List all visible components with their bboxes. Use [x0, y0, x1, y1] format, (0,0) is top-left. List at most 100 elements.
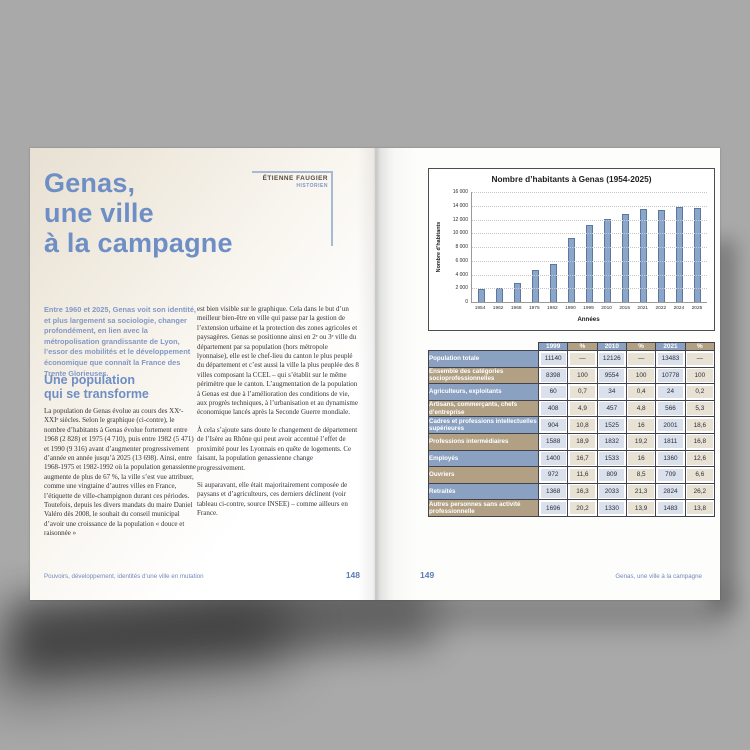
table-cell: 1400	[537, 449, 569, 468]
csp-table-body: Population totale 11140—12126—13483— Ensem…	[428, 350, 716, 517]
chart-bar	[549, 264, 557, 302]
paragraph: À cela s’ajoute sans doute le changement…	[197, 425, 358, 472]
table-cell-value: 0,2	[687, 385, 713, 399]
chart-x-tick-label: 1962	[492, 306, 504, 311]
table-cell-value: 18,9	[569, 435, 596, 449]
table-cell-value: 24	[657, 385, 684, 399]
table-cell: 2033	[596, 482, 627, 501]
table-cell-value: 1360	[657, 452, 684, 465]
chart-bar	[694, 207, 702, 302]
table-cell: 8398	[537, 366, 569, 385]
table-cell: 4,8	[625, 399, 657, 418]
table-cell: 100	[567, 366, 598, 385]
chart-title: Nombre d’habitants à Genas (1954-2025)	[491, 174, 652, 184]
table-cell-value: 13483	[657, 352, 684, 366]
table-cell: 13,8	[684, 499, 716, 517]
table-cell: 972	[537, 466, 569, 484]
table-cell-value: 2824	[657, 485, 684, 498]
table-cell-value: 809	[599, 468, 625, 482]
chart-y-tick-label: 16 000	[452, 189, 468, 196]
paragraph: La population de Genas évolue au cours d…	[44, 407, 197, 538]
chart-gridline	[472, 219, 707, 221]
table-row: Cadres et professions intellectuelles su…	[428, 416, 716, 434]
table-cell-value: 16	[628, 452, 654, 465]
chart-bar	[477, 288, 485, 302]
table-cell: 566	[655, 399, 686, 418]
left-page: Genas, une ville à la campagne ÉTIENNE FAU…	[30, 148, 375, 600]
csp-table-head: 1999% 2010% 2021%	[428, 342, 716, 351]
chart-gridline	[472, 247, 707, 248]
table-cell: 13483	[655, 350, 686, 368]
table-header-cell: %	[567, 342, 598, 351]
table-row-label: Ouvriers	[428, 466, 539, 484]
table-cell: 2824	[655, 482, 686, 501]
section-heading-line: Une population	[44, 373, 135, 387]
table-cell: 19,2	[625, 432, 657, 451]
table-cell: 1330	[596, 499, 627, 517]
table-cell-value: 10778	[657, 369, 684, 382]
table-cell: 13,9	[625, 499, 657, 517]
chart-bar-slot	[689, 192, 707, 302]
table-cell-value: 457	[599, 402, 625, 415]
table-header-cell: 1999	[537, 342, 569, 351]
table-cell: 26,2	[684, 482, 716, 501]
chart-y-tick-label: 8 000	[455, 244, 468, 251]
table-header-cell: %	[625, 342, 657, 351]
table-cell: 16,8	[684, 432, 716, 451]
table-cell-value: 100	[687, 369, 713, 382]
chart-gridline	[472, 233, 707, 235]
table-cell-value: 9554	[599, 369, 625, 382]
table-cell-value: 12,6	[687, 452, 713, 465]
chart-bar	[676, 206, 684, 302]
chart-x-tick-label: 2022	[655, 306, 667, 311]
chart-x-tick-label: 2010	[601, 306, 612, 311]
author-name: ÉTIENNE FAUGIER	[262, 175, 328, 182]
chart-y-tick-label: 6 000	[455, 257, 468, 264]
chart-x-tick-label: 1968	[510, 306, 522, 311]
chart-y-tick-label: 12 000	[452, 216, 468, 223]
table-cell-value: 4,9	[569, 402, 596, 415]
table-cell: 9554	[596, 366, 627, 385]
table-cell-value: 18,6	[687, 418, 713, 432]
csp-table: 1999% 2010% 2021% Population totale 11140—1…	[428, 342, 716, 517]
table-cell-value: 16	[628, 418, 654, 432]
table-cell-value: 26,2	[687, 485, 713, 498]
table-row: Population totale 11140—12126—13483—	[428, 350, 716, 368]
body-column-2: est bien visible sur le graphique. Cela …	[197, 305, 360, 527]
chart-gridline	[472, 205, 707, 207]
paragraph: Si auparavant, elle était majoritairemen…	[197, 480, 348, 518]
right-page: Nombre d’habitants à Genas (1954-2025) N…	[375, 148, 720, 600]
chart-bar	[622, 214, 630, 302]
table-cell: 16	[625, 449, 657, 468]
chart-plot-area: 0 2 000 4 000 6 000 8 000 10 000 12 000 14 000 1…	[453, 189, 707, 305]
chart-x-tick-label: 1990	[565, 306, 576, 311]
table-cell: 2001	[655, 416, 686, 434]
table-cell-value: 0,4	[628, 385, 654, 399]
table-cell: 100	[625, 366, 657, 385]
table-cell: 1696	[537, 499, 569, 517]
table-cell-value: 60	[540, 385, 566, 399]
page-title-line: Genas,	[44, 168, 136, 198]
table-cell: 457	[596, 399, 627, 418]
table-cell: 8,5	[625, 466, 657, 484]
chart-gridline	[472, 260, 707, 262]
table-header-cell: %	[684, 342, 716, 351]
chart-bar-slot	[635, 192, 653, 302]
table-cell: 0,7	[567, 383, 598, 401]
author-block: ÉTIENNE FAUGIER HISTORIEN	[263, 175, 328, 189]
table-corner-cell	[428, 342, 539, 351]
table-cell-value: 1483	[657, 501, 684, 515]
table-cell-value: 19,2	[628, 435, 654, 449]
table-cell: —	[684, 350, 716, 368]
chart-bar-slot	[617, 192, 635, 302]
table-cell: 904	[537, 416, 569, 434]
table-cell: 1832	[596, 432, 627, 451]
table-cell-value: 4,8	[628, 402, 654, 415]
chart-bar-slot	[490, 192, 508, 302]
running-footer-chapter: Genas, une ville à la campagne	[615, 573, 702, 580]
table-cell: 408	[537, 399, 569, 418]
table-cell: 4,9	[567, 399, 598, 418]
table-cell-value: 8398	[540, 369, 566, 382]
table-row: Retraités 1368 16,3 2033 21,3 2824 26,2	[428, 482, 716, 501]
chart-bar-slot	[526, 192, 544, 302]
